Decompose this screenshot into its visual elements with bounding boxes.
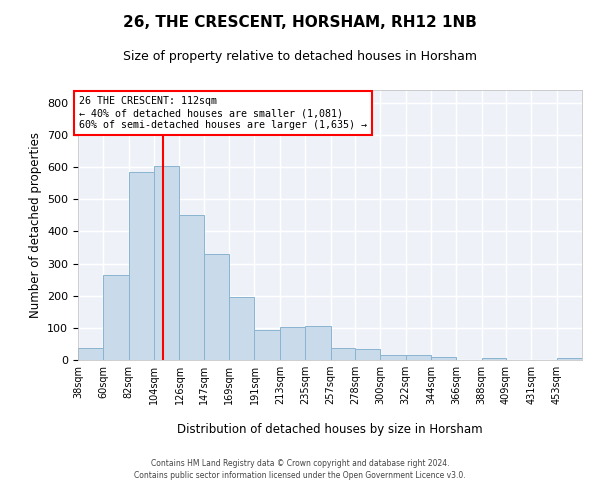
Bar (78, 348, 103, 360)
Bar (380, 355, 406, 360)
Text: Size of property relative to detached houses in Horsham: Size of property relative to detached ho… (123, 50, 477, 63)
Bar (179, 214, 204, 360)
Bar (305, 326, 331, 360)
Bar (204, 254, 229, 360)
Bar (229, 296, 254, 360)
Bar (406, 355, 431, 360)
Bar (280, 327, 305, 360)
Bar (254, 330, 280, 360)
Bar (355, 350, 380, 360)
Bar (557, 358, 582, 360)
Bar (331, 348, 355, 360)
Text: Distribution of detached houses by size in Horsham: Distribution of detached houses by size … (177, 424, 483, 436)
Bar (482, 358, 506, 360)
Y-axis label: Number of detached properties: Number of detached properties (29, 132, 41, 318)
Bar (431, 357, 456, 360)
Bar (103, 275, 129, 360)
Bar (154, 166, 179, 360)
Bar (129, 172, 154, 360)
Text: 26, THE CRESCENT, HORSHAM, RH12 1NB: 26, THE CRESCENT, HORSHAM, RH12 1NB (123, 15, 477, 30)
Text: 26 THE CRESCENT: 112sqm
← 40% of detached houses are smaller (1,081)
60% of semi: 26 THE CRESCENT: 112sqm ← 40% of detache… (79, 96, 367, 130)
Text: Contains HM Land Registry data © Crown copyright and database right 2024.
Contai: Contains HM Land Registry data © Crown c… (134, 458, 466, 480)
